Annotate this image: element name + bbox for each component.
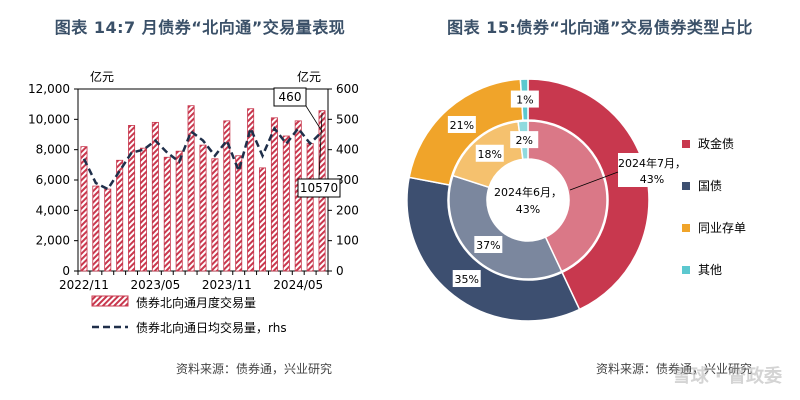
- daily-average-line: [82, 124, 323, 191]
- volume-chart: 0 2,000 4,000 6,000 8,000 10,000 12,000 0 100 200…: [28, 82, 359, 329]
- y-tick-label: 4,000: [36, 203, 70, 217]
- slice-percent-label: 35%: [454, 273, 478, 286]
- legend-label-monthly: 债券北向通月度交易量: [136, 296, 257, 310]
- slice-percent-label: 37%: [476, 239, 500, 252]
- monthly-volume-bar: [187, 105, 195, 272]
- y2-tick-label: 300: [336, 173, 359, 187]
- outer-ring-label: 2024年7月，: [618, 156, 686, 170]
- slice-label-bg: [510, 90, 539, 108]
- y-tick-label: 10,000: [28, 112, 70, 126]
- y2-tick-label: 100: [336, 234, 359, 248]
- callout-leader-daily: [305, 105, 323, 132]
- x-tick-label: 2023/11: [202, 278, 252, 292]
- y-tick-label: 2,000: [36, 234, 70, 248]
- x-tick-label: 2024/05: [273, 278, 323, 292]
- bar-line-panel: 图表 14:7 月债券“北向通”交易量表现 亿元 亿元 0 2,000 4,000 6…: [28, 18, 359, 376]
- x-tick-label: 2022/11: [59, 278, 109, 292]
- slice-percent-label: 18%: [478, 148, 502, 161]
- callout-box-daily: [273, 87, 307, 107]
- monthly-volume-bar: [223, 120, 231, 272]
- y2-tick-label: 200: [336, 203, 359, 217]
- slice-label-bg: [452, 270, 481, 288]
- right-chart-title: 图表 15:债券“北向通”交易债券类型占比: [447, 18, 753, 37]
- callout-daily-value: 460: [279, 90, 302, 104]
- monthly-volume-bar: [235, 155, 243, 272]
- outer-ring-label: 43%: [640, 173, 664, 186]
- left-axis-unit: 亿元: [90, 70, 115, 84]
- slice-label-bg: [475, 144, 504, 162]
- monthly-volume-bar: [306, 143, 314, 272]
- monthly-volume-bar: [139, 147, 147, 272]
- right-axis-unit: 亿元: [297, 70, 322, 84]
- donut-slice-outer: [406, 176, 581, 322]
- slice-label-bg: [447, 115, 476, 133]
- legend-swatch: [682, 266, 690, 274]
- y2-tick-label: 0: [336, 264, 344, 278]
- y2-tick-label: 500: [336, 112, 359, 126]
- x-tick-label: 2023/05: [130, 278, 180, 292]
- monthly-volume-bar: [151, 121, 159, 272]
- slice-percent-label: 1%: [516, 94, 533, 107]
- monthly-volume-bar: [104, 188, 112, 272]
- y-tick-label: 8,000: [36, 143, 70, 157]
- legend-label: 政金债: [698, 136, 734, 151]
- y2-tick-label: 600: [336, 82, 359, 96]
- legend-swatch-monthly: [91, 295, 129, 307]
- slice-label-bg: [510, 131, 539, 149]
- legend-swatch: [682, 224, 690, 232]
- y-tick-label: 0: [62, 264, 70, 278]
- monthly-volume-bar: [199, 144, 207, 272]
- legend-label-daily: 债券北向通日均交易量，rhs: [136, 321, 287, 335]
- y2-tick-label: 400: [336, 143, 359, 157]
- monthly-volume-bar: [282, 135, 290, 272]
- y-tick-label: 12,000: [28, 82, 70, 96]
- donut-slice-outer: [527, 78, 650, 311]
- monthly-volume-bar: [247, 108, 255, 272]
- monthly-volume-bar: [270, 117, 278, 272]
- legend-swatch: [682, 140, 690, 148]
- monthly-volume-bar: [92, 185, 100, 272]
- callout-leader-monthly: [318, 112, 323, 180]
- inner-ring-label: 2024年6月，: [494, 185, 562, 199]
- legend-label: 其他: [698, 263, 722, 277]
- slice-percent-label: 21%: [450, 119, 474, 132]
- left-chart-title: 图表 14:7 月债券“北向通”交易量表现: [54, 18, 346, 37]
- outer-label-leader: [569, 171, 619, 191]
- monthly-volume-bar: [163, 156, 171, 272]
- y-tick-label: 6,000: [36, 173, 70, 187]
- watermark: 雪球 · 督政委: [672, 366, 782, 387]
- monthly-volume-bar: [128, 125, 136, 272]
- slice-label-bg: [474, 236, 503, 254]
- right-source: 资料来源：债券通，兴业研究: [596, 362, 753, 376]
- donut-center: [487, 159, 569, 241]
- type-share-donut: 35% 21% 1% 37% 18% 2% 2024年6月， 43% 2024年7月， 43%…: [406, 78, 746, 322]
- slice-percent-label: 2%: [516, 134, 533, 147]
- monthly-volume-bar: [259, 167, 267, 272]
- legend-label: 国债: [698, 179, 722, 193]
- inner-ring-label: 43%: [516, 203, 540, 216]
- callout-monthly-value: 10570: [300, 181, 338, 195]
- legend-label: 同业存单: [698, 221, 746, 235]
- callout-box-monthly: [297, 178, 341, 198]
- monthly-volume-bar: [175, 150, 183, 272]
- outer-label-box: [618, 153, 686, 187]
- donut-panel: 图表 15:债券“北向通”交易债券类型占比 35% 21% 1% 37% 18% 2% …: [400, 0, 800, 400]
- monthly-volume-bar: [116, 159, 124, 272]
- left-source: 资料来源：债券通，兴业研究: [176, 362, 333, 376]
- monthly-volume-bar: [211, 158, 219, 272]
- legend-swatch: [682, 182, 690, 190]
- monthly-volume-bar: [80, 146, 88, 272]
